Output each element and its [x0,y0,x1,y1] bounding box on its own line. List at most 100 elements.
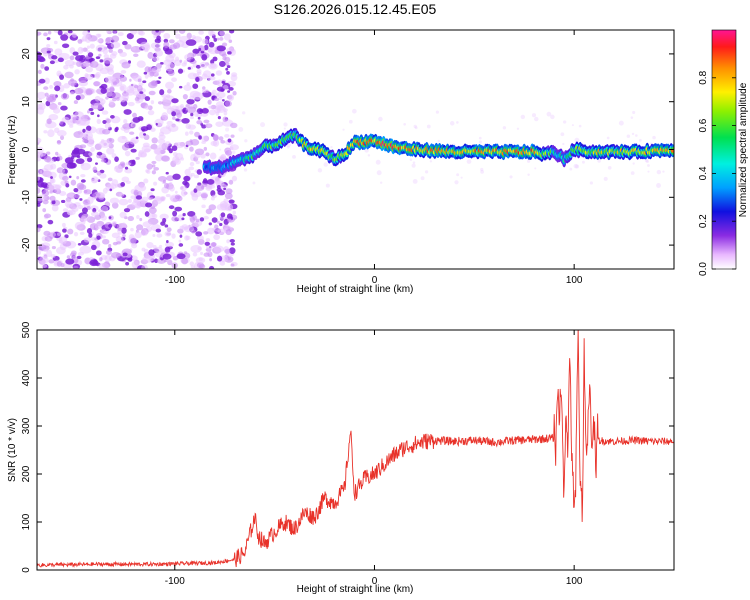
noise-speck [150,100,155,105]
noise-speck [210,73,215,77]
noise-speck [37,202,41,207]
noise-speck [131,243,138,249]
noise-speck [100,139,105,144]
noise-speck [211,89,217,96]
noise-speck [80,179,86,183]
noise-speck [225,188,233,195]
noise-speck [214,224,219,229]
noise-speck [82,128,86,133]
noise-speck [68,79,78,86]
noise-speck [161,155,170,162]
noise-speck [100,87,107,94]
noise-speck [111,202,119,209]
noise-speck [48,113,59,121]
noise-speck [137,30,144,35]
noise-speck [37,227,41,233]
noise-speck [57,30,63,36]
noise-speck [135,156,140,160]
noise-speck [99,257,103,262]
noise-speck [192,48,200,54]
noise-speck [124,150,131,157]
noise-speck [101,235,106,239]
noise-speck [75,158,85,165]
noise-speck [182,94,188,100]
noise-speck [169,181,173,186]
noise-speck [108,216,112,219]
noise-speck [208,265,215,269]
noise-speck [171,77,178,82]
noise-speck [168,148,173,154]
noise-speck [131,46,136,51]
noise-speck [330,146,333,149]
noise-speck [131,260,140,269]
noise-speck [169,185,175,192]
noise-speck [195,76,200,82]
noise-speck [200,193,208,199]
noise-speck [205,237,211,242]
noise-speck [520,114,526,120]
noise-speck [114,156,119,162]
noise-speck [223,108,228,112]
noise-speck [198,30,204,35]
noise-speck [352,108,357,114]
noise-speck [228,87,234,91]
noise-speck [77,39,83,44]
noise-speck [207,227,215,235]
noise-speck [46,249,53,258]
noise-speck [456,121,459,124]
noise-speck [224,192,233,200]
noise-speck [213,245,224,253]
noise-speck [135,195,143,200]
noise-speck [230,263,235,267]
noise-speck [175,152,184,161]
noise-speck [224,100,232,107]
noise-speck [105,96,109,100]
noise-speck [634,134,638,137]
noise-speck [90,146,95,152]
noise-speck [74,87,84,95]
noise-speck [379,181,383,184]
noise-speck [158,143,165,150]
noise-speck [456,173,460,177]
y-tick-label: 500 [21,321,32,338]
noise-speck [73,100,79,105]
noise-speck [42,208,47,213]
noise-speck [449,121,455,126]
noise-speck [57,57,64,63]
noise-speck [58,155,63,161]
noise-speck [149,71,155,77]
x-tick-label: -100 [165,275,185,286]
noise-speck [218,136,224,141]
noise-speck [184,54,192,61]
noise-speck [56,130,67,137]
noise-speck [97,114,100,118]
noise-speck [182,212,186,217]
noise-speck [121,176,130,183]
noise-speck [607,165,612,170]
noise-speck [632,110,636,115]
noise-speck [176,112,182,118]
noise-speck [630,116,634,119]
noise-speck [136,60,146,68]
noise-speck [131,159,136,165]
noise-speck [437,139,441,143]
noise-speck [212,56,218,62]
noise-speck [143,178,149,184]
colorbar-gradient [712,30,736,269]
noise-speck [67,210,73,216]
colorbar-label: Normalized spectral amplitude [738,82,749,217]
noise-speck [164,48,173,55]
noise-speck [89,60,99,68]
noise-speck [56,232,62,236]
noise-speck [67,120,75,126]
noise-speck [45,100,51,107]
noise-speck [50,254,56,259]
noise-speck [75,55,84,62]
noise-speck [325,183,330,188]
noise-speck [51,204,59,212]
noise-speck [89,43,95,49]
noise-speck [212,139,220,147]
noise-speck [63,83,70,89]
noise-speck [37,250,42,256]
noise-speck [94,95,101,102]
